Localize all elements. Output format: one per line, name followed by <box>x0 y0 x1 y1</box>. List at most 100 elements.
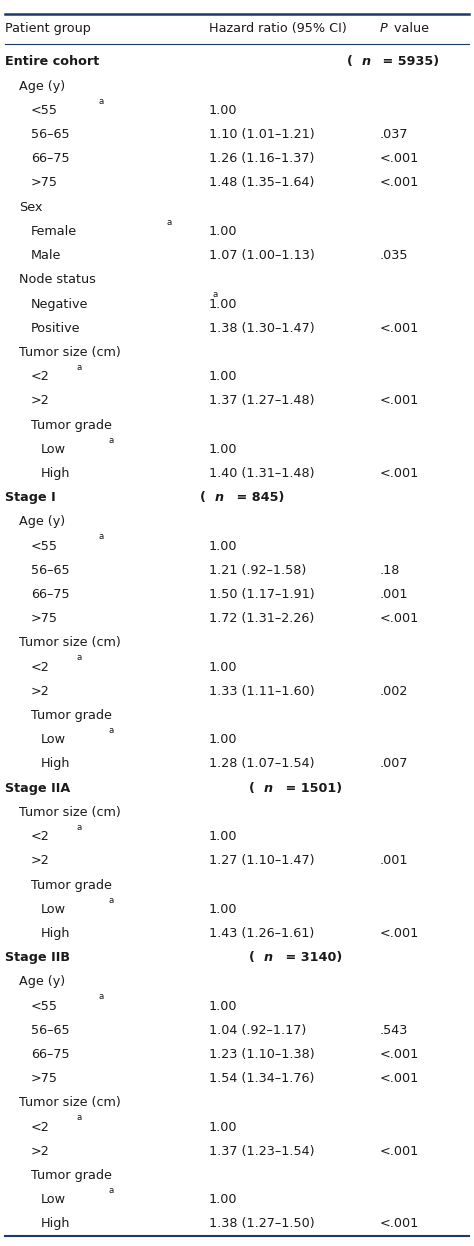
Text: a: a <box>167 218 172 227</box>
Text: 1.00: 1.00 <box>209 540 237 553</box>
Text: <.001: <.001 <box>379 152 419 166</box>
Text: Tumor grade: Tumor grade <box>31 1169 112 1182</box>
Text: 1.72 (1.31–2.26): 1.72 (1.31–2.26) <box>209 612 314 625</box>
Text: Sex: Sex <box>19 201 42 214</box>
Text: <55: <55 <box>31 999 58 1013</box>
Text: 1.00: 1.00 <box>209 733 237 746</box>
Text: n: n <box>361 55 370 69</box>
Text: a: a <box>76 1114 82 1123</box>
Text: <.001: <.001 <box>379 1217 419 1231</box>
Text: >75: >75 <box>31 1072 58 1085</box>
Text: Low: Low <box>40 733 65 746</box>
Text: Tumor size (cm): Tumor size (cm) <box>19 637 121 649</box>
Text: n: n <box>264 951 273 964</box>
Text: P: P <box>379 22 387 35</box>
Text: a: a <box>99 532 104 542</box>
Text: <2: <2 <box>31 1120 50 1134</box>
Text: 1.00: 1.00 <box>209 103 237 117</box>
Text: a: a <box>76 363 82 373</box>
Text: 1.37 (1.23–1.54): 1.37 (1.23–1.54) <box>209 1145 314 1158</box>
Text: 1.00: 1.00 <box>209 1194 237 1206</box>
Text: <55: <55 <box>31 540 58 553</box>
Text: Tumor size (cm): Tumor size (cm) <box>19 1096 121 1109</box>
Text: Tumor grade: Tumor grade <box>31 709 112 723</box>
Text: a: a <box>76 653 82 663</box>
Text: Male: Male <box>31 249 61 262</box>
Text: .007: .007 <box>379 758 408 770</box>
Text: <.001: <.001 <box>379 177 419 189</box>
Text: 1.27 (1.10–1.47): 1.27 (1.10–1.47) <box>209 855 314 867</box>
Text: Tumor grade: Tumor grade <box>31 878 112 892</box>
Text: 1.23 (1.10–1.38): 1.23 (1.10–1.38) <box>209 1048 314 1062</box>
Text: a: a <box>109 1186 114 1195</box>
Text: 1.07 (1.00–1.13): 1.07 (1.00–1.13) <box>209 249 314 262</box>
Text: .035: .035 <box>379 249 408 262</box>
Text: Low: Low <box>40 442 65 456</box>
Text: <.001: <.001 <box>379 321 419 335</box>
Text: 1.37 (1.27–1.48): 1.37 (1.27–1.48) <box>209 394 314 407</box>
Text: 66–75: 66–75 <box>31 588 69 601</box>
Text: Node status: Node status <box>19 273 96 287</box>
Text: <.001: <.001 <box>379 394 419 407</box>
Text: 56–65: 56–65 <box>31 128 69 141</box>
Text: 1.33 (1.11–1.60): 1.33 (1.11–1.60) <box>209 685 314 698</box>
Text: .001: .001 <box>379 588 408 601</box>
Text: (: ( <box>249 951 255 964</box>
Text: <.001: <.001 <box>379 1072 419 1085</box>
Text: a: a <box>76 822 82 832</box>
Text: 1.50 (1.17–1.91): 1.50 (1.17–1.91) <box>209 588 314 601</box>
Text: Low: Low <box>40 1194 65 1206</box>
Text: Low: Low <box>40 902 65 916</box>
Text: .001: .001 <box>379 855 408 867</box>
Text: 1.48 (1.35–1.64): 1.48 (1.35–1.64) <box>209 177 314 189</box>
Text: = 3140): = 3140) <box>281 951 342 964</box>
Text: 66–75: 66–75 <box>31 1048 69 1062</box>
Text: >75: >75 <box>31 612 58 625</box>
Text: >2: >2 <box>31 685 50 698</box>
Text: <2: <2 <box>31 830 50 844</box>
Text: 66–75: 66–75 <box>31 152 69 166</box>
Text: 1.00: 1.00 <box>209 830 237 844</box>
Text: 1.00: 1.00 <box>209 902 237 916</box>
Text: .18: .18 <box>379 563 400 577</box>
Text: High: High <box>40 758 70 770</box>
Text: 1.38 (1.30–1.47): 1.38 (1.30–1.47) <box>209 321 314 335</box>
Text: value: value <box>390 22 428 35</box>
Text: <.001: <.001 <box>379 612 419 625</box>
Text: n: n <box>215 491 224 505</box>
Text: .543: .543 <box>379 1024 408 1037</box>
Text: .037: .037 <box>379 128 408 141</box>
Text: High: High <box>40 1217 70 1231</box>
Text: >2: >2 <box>31 394 50 407</box>
Text: 1.54 (1.34–1.76): 1.54 (1.34–1.76) <box>209 1072 314 1085</box>
Text: (: ( <box>200 491 206 505</box>
Text: n: n <box>264 781 273 795</box>
Text: <.001: <.001 <box>379 467 419 480</box>
Text: = 845): = 845) <box>232 491 284 505</box>
Text: <55: <55 <box>31 103 58 117</box>
Text: .002: .002 <box>379 685 408 698</box>
Text: Female: Female <box>31 224 77 238</box>
Text: = 1501): = 1501) <box>281 781 342 795</box>
Text: >2: >2 <box>31 1145 50 1158</box>
Text: Stage IIB: Stage IIB <box>5 951 74 964</box>
Text: >75: >75 <box>31 177 58 189</box>
Text: Tumor grade: Tumor grade <box>31 419 112 431</box>
Text: <.001: <.001 <box>379 1048 419 1062</box>
Text: 56–65: 56–65 <box>31 1024 69 1037</box>
Text: High: High <box>40 467 70 480</box>
Text: 1.00: 1.00 <box>209 370 237 384</box>
Text: 1.26 (1.16–1.37): 1.26 (1.16–1.37) <box>209 152 314 166</box>
Text: 1.04 (.92–1.17): 1.04 (.92–1.17) <box>209 1024 306 1037</box>
Text: Hazard ratio (95% CI): Hazard ratio (95% CI) <box>209 22 346 35</box>
Text: a: a <box>109 896 114 905</box>
Text: (: ( <box>249 781 255 795</box>
Text: Tumor size (cm): Tumor size (cm) <box>19 346 121 359</box>
Text: <.001: <.001 <box>379 927 419 939</box>
Text: 1.10 (1.01–1.21): 1.10 (1.01–1.21) <box>209 128 314 141</box>
Text: 1.21 (.92–1.58): 1.21 (.92–1.58) <box>209 563 306 577</box>
Text: Negative: Negative <box>31 298 88 310</box>
Text: <.001: <.001 <box>379 1145 419 1158</box>
Text: >2: >2 <box>31 855 50 867</box>
Text: Age (y): Age (y) <box>19 516 65 528</box>
